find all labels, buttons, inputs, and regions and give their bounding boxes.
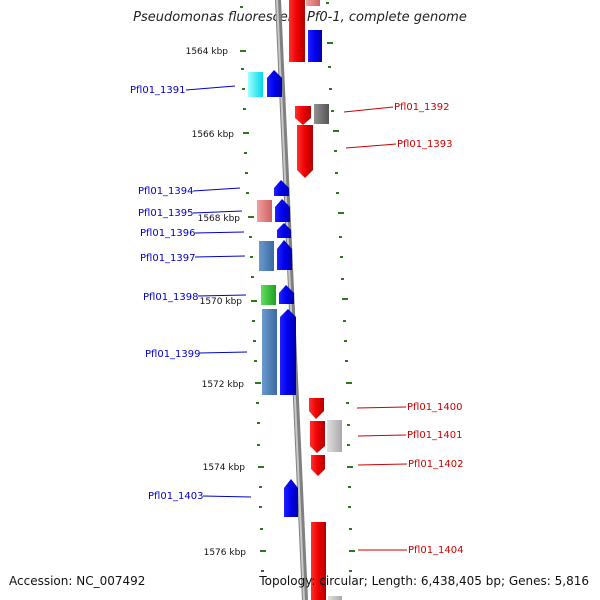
gene-pfl01-1398[interactable]	[279, 285, 294, 304]
right-gene-labels: Pfl01_1392 Pfl01_1393 Pfl01_1400 Pfl01_1…	[343, 102, 464, 556]
scale-label-1572: 1572 kbp	[202, 380, 245, 390]
length-label: Length:	[371, 574, 418, 588]
gene-pfl01-1392[interactable]	[295, 106, 311, 125]
gene-pfl01-1399[interactable]	[280, 309, 296, 395]
label-pfl01-1397[interactable]: Pfl01_1397	[140, 253, 196, 264]
gene-pfl01-1393[interactable]	[297, 125, 313, 178]
gene-pfl01-1401-partner[interactable]	[327, 420, 342, 452]
label-pfl01-1391[interactable]: Pfl01_1391	[130, 85, 186, 96]
left-gene-labels: Pfl01_1391 Pfl01_1394 Pfl01_1395 Pfl01_1…	[130, 85, 252, 502]
accession-label: Accession:	[9, 574, 73, 588]
genes-label: Genes:	[508, 574, 551, 588]
gene-pfl01-1400[interactable]	[309, 398, 324, 419]
label-pfl01-1400[interactable]: Pfl01_1400	[407, 402, 463, 413]
reverse-strand-genes	[295, 104, 342, 600]
label-pfl01-1395[interactable]: Pfl01_1395	[138, 208, 194, 219]
scale-label-1568: 1568 kbp	[198, 214, 241, 224]
label-pfl01-1398[interactable]: Pfl01_1398	[143, 292, 199, 303]
topology-label: Topology:	[259, 574, 316, 588]
gene-pfl01-1402[interactable]	[311, 455, 325, 476]
length-value: 6,438,405 bp	[420, 574, 501, 588]
label-pfl01-1394[interactable]: Pfl01_1394	[138, 186, 194, 197]
gene-top-pink[interactable]	[306, 0, 320, 6]
gene-pfl01-1394[interactable]	[274, 180, 289, 196]
gene-pfl01-1396[interactable]	[277, 223, 291, 238]
gene-pfl01-1391-partner[interactable]	[248, 72, 263, 97]
gene-pfl01-1397-partner[interactable]	[259, 241, 274, 271]
gene-pfl01-1404[interactable]	[311, 522, 326, 600]
scale-labels: 1564 kbp 1566 kbp 1568 kbp 1570 kbp 1572…	[186, 47, 247, 558]
gene-top-blue[interactable]	[308, 30, 322, 62]
label-pfl01-1393[interactable]: Pfl01_1393	[397, 139, 453, 150]
gene-pfl01-1401[interactable]	[310, 421, 325, 453]
gene-pfl01-1395-partner[interactable]	[257, 200, 272, 222]
gene-pfl01-1398-partner[interactable]	[261, 285, 276, 305]
label-pfl01-1403[interactable]: Pfl01_1403	[148, 491, 204, 502]
label-pfl01-1392[interactable]: Pfl01_1392	[394, 102, 450, 113]
scale-label-1576: 1576 kbp	[204, 548, 247, 558]
scale-label-1564: 1564 kbp	[186, 47, 229, 57]
gene-pfl01-1403[interactable]	[284, 479, 298, 517]
scale-label-1570: 1570 kbp	[200, 297, 243, 307]
scale-ticks	[240, 2, 355, 572]
forward-strand-genes	[248, 0, 322, 517]
topology-value: circular	[319, 574, 364, 588]
scale-label-1574: 1574 kbp	[203, 463, 246, 473]
gene-pfl01-1397[interactable]	[277, 240, 292, 270]
accession-value: NC_007492	[76, 574, 146, 588]
scale-label-1566: 1566 kbp	[192, 130, 235, 140]
label-pfl01-1396[interactable]: Pfl01_1396	[140, 228, 196, 239]
accession-info: Accession: NC_007492	[9, 574, 145, 588]
gene-pfl01-1392-partner[interactable]	[314, 104, 329, 124]
gene-bottom-partner[interactable]	[328, 596, 342, 600]
label-pfl01-1401[interactable]: Pfl01_1401	[407, 430, 463, 441]
gene-top-red[interactable]	[289, 0, 305, 62]
genome-stats: Topology: circular; Length: 6,438,405 bp…	[259, 574, 589, 588]
gene-pfl01-1399-partner[interactable]	[262, 309, 277, 395]
label-pfl01-1399[interactable]: Pfl01_1399	[145, 349, 201, 360]
label-pfl01-1404[interactable]: Pfl01_1404	[408, 545, 464, 556]
label-pfl01-1402[interactable]: Pfl01_1402	[408, 459, 464, 470]
gene-pfl01-1391[interactable]	[267, 70, 282, 97]
genes-value: 5,816	[554, 574, 589, 588]
gene-pfl01-1395[interactable]	[275, 199, 290, 222]
